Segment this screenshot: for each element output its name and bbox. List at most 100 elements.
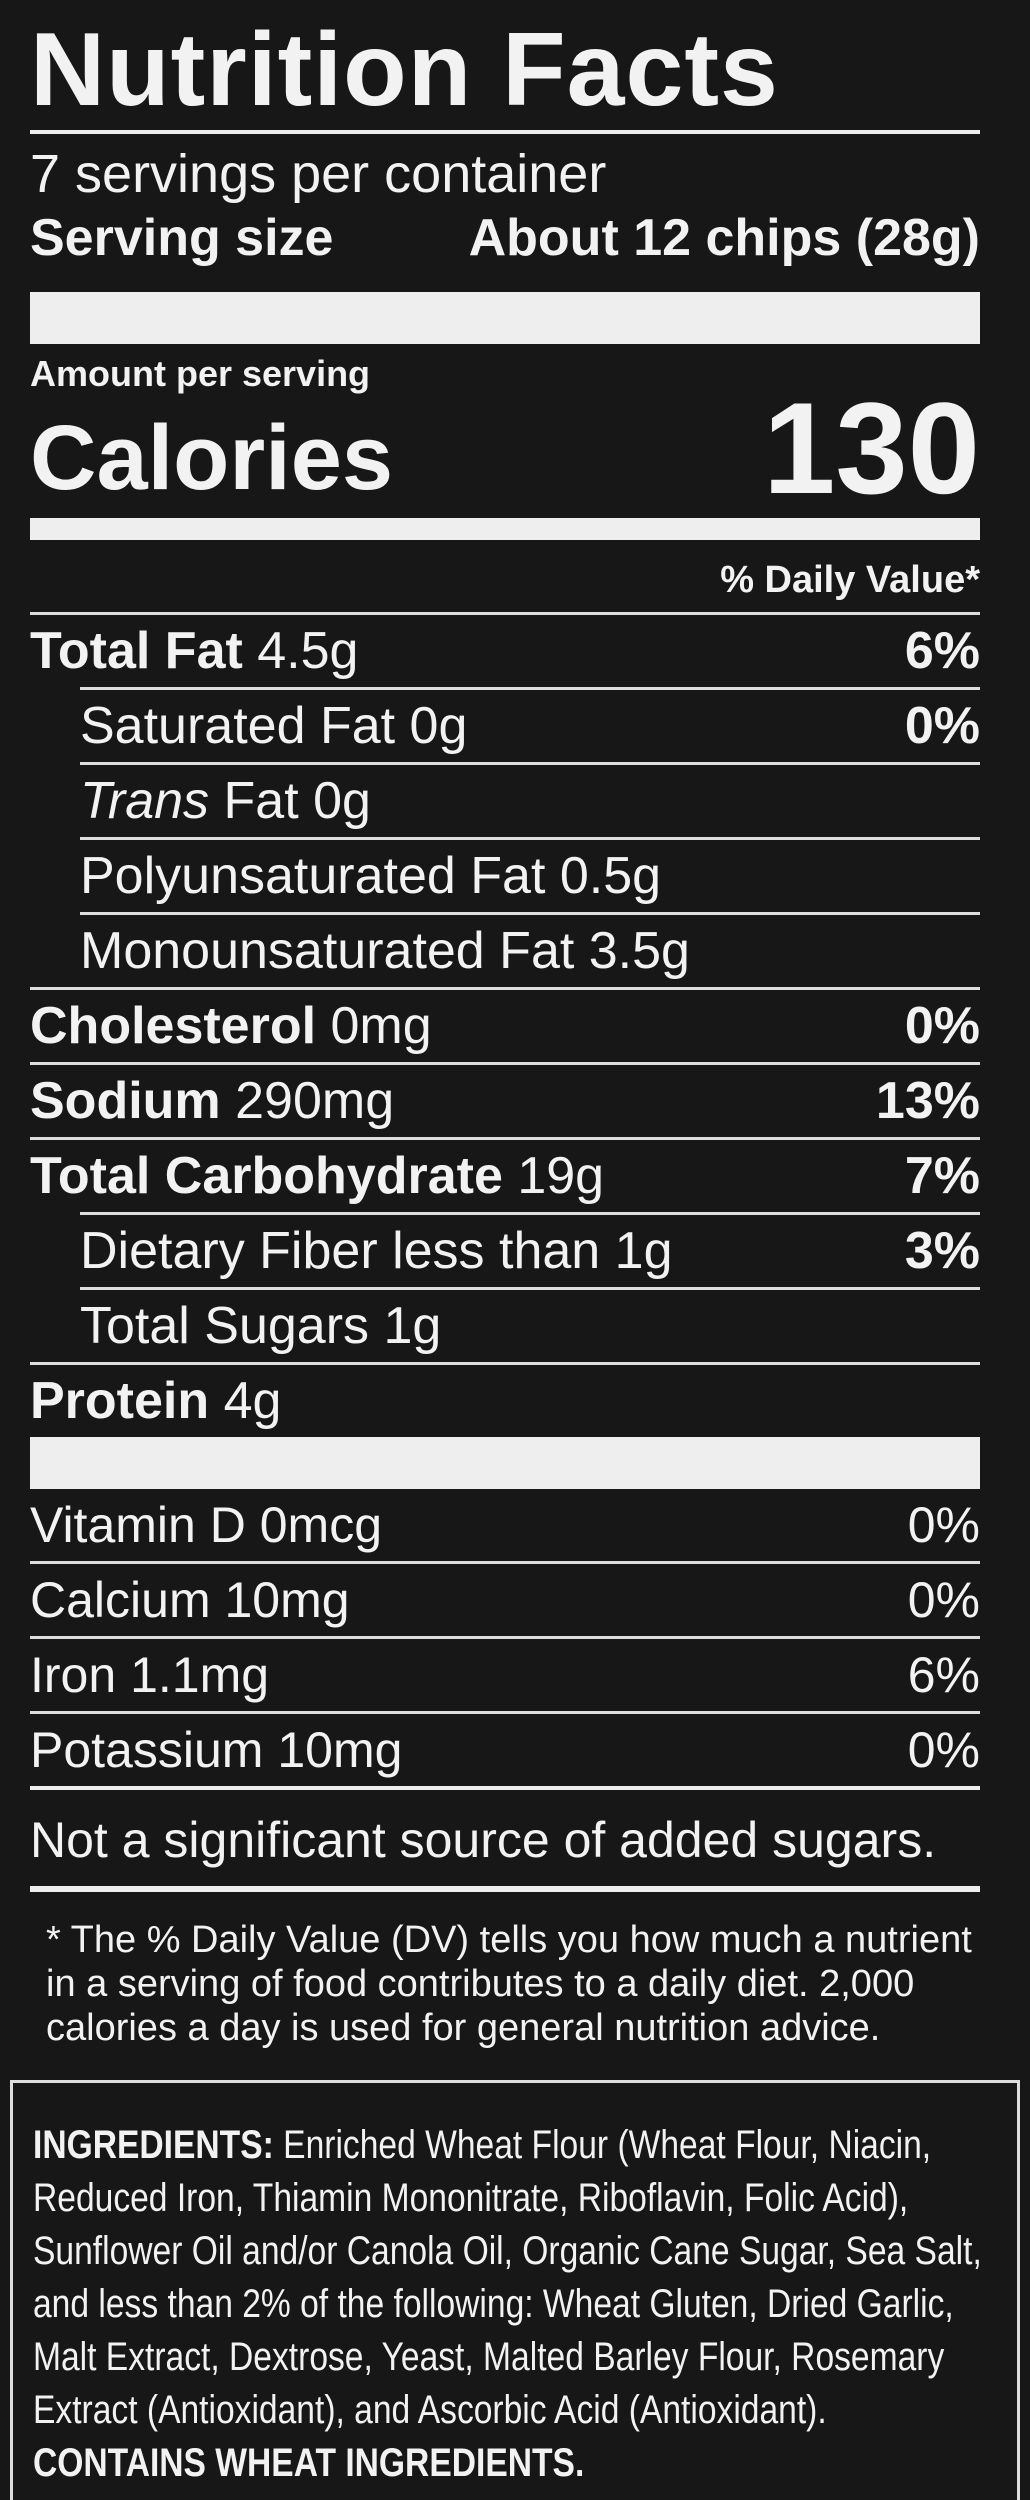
nutrient-name: Fat: [223, 772, 299, 830]
nutrient-name: Total Fat: [30, 622, 243, 680]
nutrient-text: Monounsaturated Fat 3.5g: [80, 921, 690, 981]
nutrient-amount: 0mg: [330, 997, 432, 1055]
nutrient-name: Sodium: [30, 1072, 221, 1130]
contains: CONTAINS WHEAT INGREDIENTS.: [33, 2441, 585, 2485]
ingredients-text: and less than 2% of the following: Wheat…: [33, 2282, 954, 2326]
nutrient-amount: 1g: [614, 1222, 673, 1280]
ingredients: INGREDIENTS: Enriched Wheat Flour (Wheat…: [10, 2080, 1020, 2500]
nutrient-amount: 4g: [223, 1372, 282, 1430]
ingredients-line: Malt Extract, Dextrose, Yeast, Malted Ba…: [33, 2331, 944, 2384]
vitamin-text: Vitamin D 0mcg: [30, 1496, 382, 1554]
vitamin-amount: 10mg: [277, 1722, 403, 1778]
medium-bar: [30, 518, 980, 540]
nutrient-text: Dietary Fiber less than 1g: [80, 1221, 673, 1281]
vitamin-row: Vitamin D 0mcg 0%: [30, 1489, 980, 1561]
nutrient-row: Monounsaturated Fat 3.5g: [80, 912, 980, 987]
nutrient-dv: 0%: [904, 697, 980, 755]
nutrient-amount: 19g: [517, 1147, 605, 1205]
nutrient-text: Protein 4g: [30, 1371, 281, 1431]
nutrient-amount: 4.5g: [257, 622, 359, 680]
nutrient-name: Cholesterol: [30, 997, 317, 1055]
nutrient-dv: 0%: [904, 997, 980, 1055]
serving-size-value: About 12 chips (28g): [468, 209, 980, 267]
ingredients-line: INGREDIENTS: Enriched Wheat Flour (Wheat…: [33, 2119, 931, 2172]
vitamin-amount: 0mcg: [259, 1497, 382, 1553]
nutrient-row: Total Sugars 1g: [80, 1287, 980, 1362]
ingredients-text: Sunflower Oil and/or Canola Oil, Organic…: [33, 2229, 982, 2273]
thick-bar: [30, 1437, 980, 1489]
vitamin-text: Potassium 10mg: [30, 1721, 402, 1779]
vitamins: Vitamin D 0mcg 0% Calcium 10mg 0% Iron 1.1mg…: [30, 1489, 980, 1786]
nutrient-row: Saturated Fat 0g 0%: [80, 687, 980, 762]
vitamin-text: Calcium 10mg: [30, 1571, 350, 1629]
vitamin-dv: 6%: [907, 1647, 980, 1703]
vitamin-name: Potassium: [30, 1722, 264, 1778]
nutrient-name: Total Carbohydrate: [30, 1147, 503, 1205]
vitamin-dv: 0%: [907, 1497, 980, 1553]
added-sugars-note: Not a significant source of added sugars…: [30, 1812, 937, 1868]
nutrient-row: Polyunsaturated Fat 0.5g: [80, 837, 980, 912]
nutrient-row: Sodium 290mg 13%: [30, 1062, 980, 1137]
nutrient-amount: 290mg: [235, 1072, 395, 1130]
nutrient-text: Total Sugars 1g: [80, 1296, 441, 1356]
ingredients-line: Extract (Antioxidant), and Ascorbic Acid…: [33, 2384, 860, 2437]
dv-header: % Daily Value*: [720, 559, 980, 601]
nutrient-row: Protein 4g: [30, 1362, 980, 1437]
rule: [30, 1886, 980, 1892]
amount-per-serving: Amount per serving: [30, 353, 371, 394]
calories-label: Calories: [30, 407, 394, 509]
calories: Calories 130: [30, 375, 980, 521]
nutrient-text: Sodium 290mg: [30, 1071, 394, 1131]
nutrient-text: Trans Fat 0g: [80, 771, 371, 831]
nutrient-dv: 3%: [904, 1222, 980, 1280]
footnote: * The % Daily Value (DV) tells you how m…: [30, 1892, 980, 2060]
nutrient-row: Dietary Fiber less than 1g 3%: [80, 1212, 980, 1287]
nutrient-row: Total Carbohydrate 19g 7%: [30, 1137, 980, 1212]
nutrient-name-italic: Trans: [80, 772, 210, 830]
nutrient-row: Trans Fat 0g: [80, 762, 980, 837]
ingredients-text: Malt Extract, Dextrose, Yeast, Malted Ba…: [33, 2335, 945, 2379]
vitamin-name: Vitamin D: [30, 1497, 246, 1553]
nutrient-row: Cholesterol 0mg 0%: [30, 987, 980, 1062]
nutrient-name: Protein: [30, 1372, 210, 1430]
vitamin-name: Calcium: [30, 1572, 211, 1628]
calories-value: 130: [763, 375, 980, 521]
thick-bar: [30, 292, 980, 344]
vitamin-text: Iron 1.1mg: [30, 1646, 269, 1704]
ingredients-text: Extract (Antioxidant), and Ascorbic Acid…: [33, 2388, 827, 2432]
title: Nutrition Facts: [30, 12, 779, 128]
nutrient-text: Saturated Fat 0g: [80, 696, 467, 756]
rule: [30, 130, 980, 134]
nutrient-name: Monounsaturated Fat: [80, 922, 575, 980]
nutrient-row: Total Fat 4.5g 6%: [30, 612, 980, 687]
nutrition-label: Nutrition Facts 7 servings per container…: [30, 0, 980, 2060]
footnote-line: in a serving of food contributes to a da…: [46, 1963, 915, 2005]
nutrient-name: Total Sugars: [80, 1297, 370, 1355]
serving-size: Serving size About 12 chips (28g): [30, 202, 980, 292]
vitamin-amount: 1.1mg: [130, 1647, 270, 1703]
ingredients-line: and less than 2% of the following: Wheat…: [33, 2278, 954, 2331]
ingredients-label: INGREDIENTS:: [33, 2123, 274, 2167]
nutrient-dv: 6%: [904, 622, 980, 680]
vitamin-dv: 0%: [907, 1722, 980, 1778]
vitamin-row: Potassium 10mg 0%: [30, 1711, 980, 1786]
nutrient-dv: 13%: [875, 1072, 980, 1130]
footnote-line: calories a day is used for general nutri…: [46, 2007, 881, 2049]
footnote-line: * The % Daily Value (DV) tells you how m…: [46, 1919, 972, 1961]
ingredients-line: Sunflower Oil and/or Canola Oil, Organic…: [33, 2225, 982, 2278]
nutrient-text: Polyunsaturated Fat 0.5g: [80, 846, 661, 906]
vitamin-row: Calcium 10mg 0%: [30, 1561, 980, 1636]
rule: [30, 1786, 980, 1790]
vitamin-dv: 0%: [907, 1572, 980, 1628]
nutrient-name: Dietary Fiber less than: [80, 1222, 601, 1280]
ingredients-line: Reduced Iron, Thiamin Mononitrate, Ribof…: [33, 2172, 908, 2225]
nutrient-text: Total Carbohydrate 19g: [30, 1146, 604, 1206]
nutrient-text: Total Fat 4.5g: [30, 621, 358, 681]
nutrient-name: Polyunsaturated Fat: [80, 847, 546, 905]
nutrient-amount: 0g: [409, 697, 468, 755]
ingredients-text: Enriched Wheat Flour (Wheat Flour, Niaci…: [283, 2123, 932, 2167]
serving-size-label: Serving size: [30, 209, 334, 267]
nutrient-text: Cholesterol 0mg: [30, 996, 432, 1056]
vitamin-amount: 10mg: [224, 1572, 350, 1628]
